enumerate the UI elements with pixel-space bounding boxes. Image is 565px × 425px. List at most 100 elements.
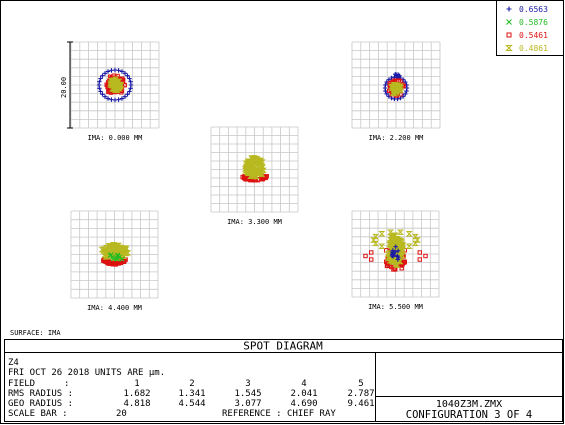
spot-point-hourglass (110, 242, 117, 248)
field-label: IMA: 4.400 MM (87, 304, 142, 312)
spot-point-plus (119, 96, 125, 101)
spot-point-plus (391, 252, 397, 258)
field-number: 1 (134, 379, 139, 389)
spot-point-hourglass (378, 243, 386, 249)
field-number: 2 (189, 379, 194, 389)
spot-point-hourglass (387, 229, 395, 235)
spot-point-hourglass (397, 249, 405, 255)
spot-panel-field-4: IMA: 4.400 MM (70, 210, 159, 312)
spot-point-plus (125, 92, 130, 97)
spot-point-square (417, 257, 422, 262)
spot-point-hourglass (252, 155, 260, 162)
spot-point-plus (383, 82, 388, 88)
rms-radius-value: 2.787 (347, 389, 374, 399)
spot-point-hourglass (372, 240, 380, 247)
geo-row-label: GEO RADIUS : (8, 399, 73, 409)
spot-point-hourglass (405, 243, 413, 249)
spot-point-plus (506, 6, 512, 12)
spot-point-hourglass (100, 248, 107, 254)
spot-point-hourglass (393, 236, 401, 242)
spot-point-plus (127, 76, 132, 81)
rms-radius-value: 1.341 (178, 389, 205, 399)
legend-label: 0.6563 (519, 5, 548, 14)
legend-label: 0.4861 (519, 44, 548, 53)
spot-point-plus (389, 75, 394, 81)
field-row-colon: : (64, 379, 69, 389)
spot-point-square (506, 32, 512, 38)
spot-point-hourglass (258, 159, 266, 165)
reference-text: REFERENCE : CHIEF RAY (222, 409, 336, 419)
spot-point-plus (116, 68, 121, 73)
spot-point-hourglass (116, 84, 124, 91)
spot-point-hourglass (411, 233, 419, 240)
field-label: IMA: 2.200 MM (369, 134, 424, 142)
spot-point-square (369, 250, 374, 255)
spot-point-plus (392, 96, 397, 102)
legend-label: 0.5876 (519, 18, 548, 27)
spot-point-square (260, 176, 265, 182)
footer: SPOT DIAGRAM Z4 FRI OCT 26 2018 UNITS AR… (4, 339, 563, 422)
spot-point-hourglass (372, 233, 380, 240)
spot-point-hourglass (396, 229, 404, 235)
spot-point-plus (389, 95, 394, 101)
spot-point-hourglass (254, 169, 262, 175)
geo-radius-value: 4.818 (123, 399, 150, 409)
spot-point-hourglass (392, 261, 400, 267)
geo-radius-value: 4.544 (178, 399, 205, 409)
field-label: IMA: 5.500 MM (368, 303, 423, 311)
spot-point-x (113, 255, 120, 262)
spot-point-plus (122, 71, 128, 76)
spot-point-hourglass (414, 237, 421, 243)
lens-name: Z4 (8, 358, 19, 368)
spot-point-plus (403, 79, 408, 85)
spot-point-hourglass (411, 240, 419, 247)
spot-point-square (264, 174, 269, 179)
field-number: 5 (358, 379, 363, 389)
spot-point-x (119, 256, 125, 262)
spot-point-hourglass (260, 167, 267, 173)
spot-point-hourglass (397, 87, 404, 93)
spot-point-plus (398, 95, 403, 101)
legend: 0.6563 0.5876 0.5461 0.4861 (505, 5, 548, 53)
geo-radius-value: 3.077 (234, 399, 261, 409)
rms-row-label: RMS RADIUS : (8, 389, 73, 399)
spot-point-plus (105, 69, 111, 74)
spot-point-square (369, 257, 374, 262)
spot-point-x (108, 252, 114, 258)
spot-point-hourglass (405, 231, 413, 237)
spot-point-plus (128, 79, 133, 84)
spot-point-hourglass (113, 87, 120, 93)
spot-panel-field-1: IMA: 0.000 MM (70, 41, 160, 142)
spot-point-plus (395, 248, 401, 253)
spot-point-square (363, 253, 368, 259)
footer-title: SPOT DIAGRAM (243, 340, 323, 353)
spot-point-square (417, 250, 422, 255)
rms-radius-value: 1.545 (234, 389, 261, 399)
spot-point-plus (393, 71, 398, 77)
spot-point-square (384, 263, 390, 269)
spot-point-plus (105, 96, 111, 101)
spot-point-plus (102, 71, 108, 76)
spot-point-plus (403, 91, 408, 97)
spot-point-square (399, 266, 404, 271)
spot-point-plus (100, 92, 105, 97)
spot-point-plus (128, 86, 133, 91)
spot-point-plus (119, 69, 125, 74)
spot-panel-field-2: IMA: 2.200 MM (351, 41, 441, 142)
spot-point-square (110, 262, 116, 267)
spot-point-plus (404, 88, 409, 94)
spot-point-x (506, 19, 512, 25)
spot-point-plus (393, 244, 398, 249)
spot-point-plus (97, 79, 102, 84)
geo-radius-value: 4.690 (290, 399, 317, 409)
spot-point-hourglass (102, 249, 110, 255)
file-name: 1040Z3M.ZMX (436, 399, 502, 410)
surface-label: SURFACE: IMA (10, 329, 61, 337)
spot-point-hourglass (396, 84, 404, 90)
spot-point-hourglass (105, 243, 113, 249)
field-label: IMA: 3.300 MM (227, 218, 282, 226)
rms-radius-value: 1.682 (123, 389, 150, 399)
spot-point-plus (395, 253, 400, 259)
